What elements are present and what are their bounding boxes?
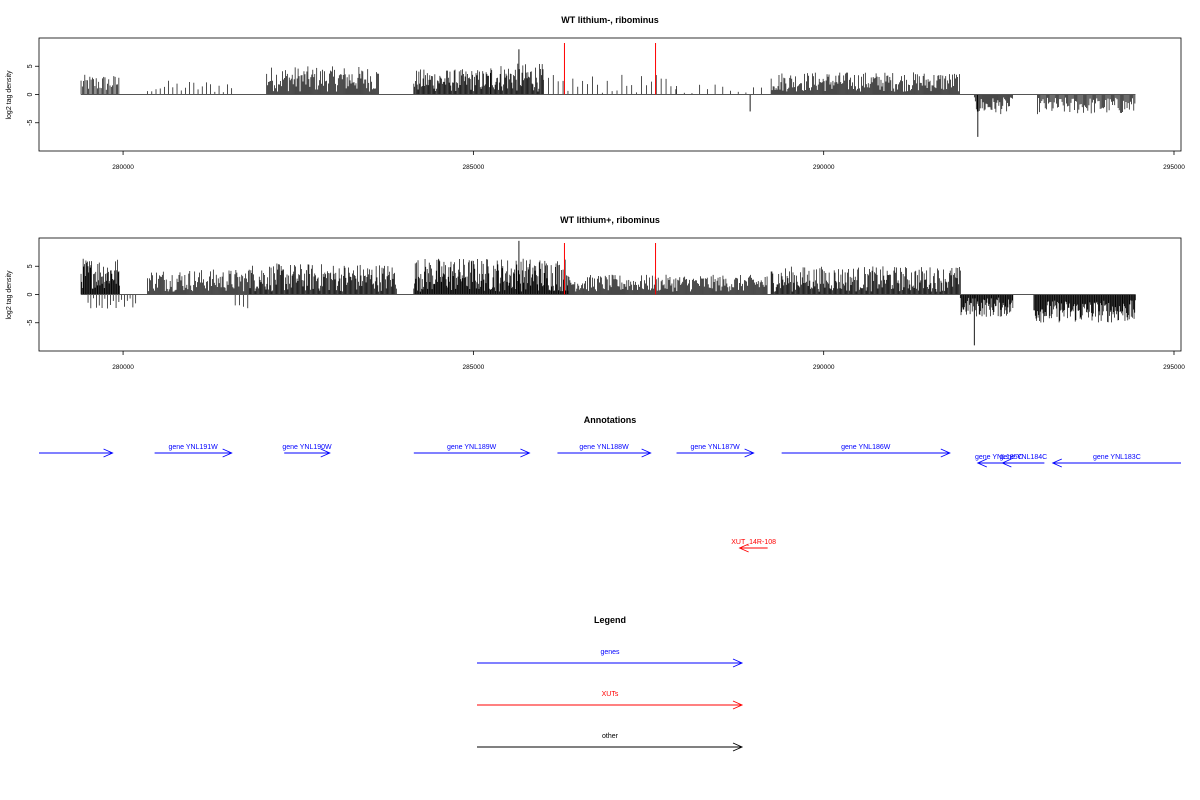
xut-label: XUT_14R-108 bbox=[731, 539, 776, 546]
track-panel-2: WT lithium+, ribominus log2 tag density … bbox=[6, 215, 1185, 371]
legend-item-label: genes bbox=[600, 649, 620, 656]
legend-item-label: XUTs bbox=[602, 691, 619, 698]
gene-feature: gene YNL188W bbox=[557, 444, 652, 458]
gene-feature: gene YNL190W bbox=[282, 444, 332, 458]
x-tick-label: 285000 bbox=[463, 364, 485, 371]
density-segment bbox=[413, 258, 569, 295]
y-tick-label: 5 bbox=[27, 64, 34, 68]
legend-title: Legend bbox=[594, 615, 626, 625]
gene-feature: gene YNL189W bbox=[413, 444, 531, 458]
x-tick-label: 280000 bbox=[112, 364, 134, 371]
density-segment bbox=[147, 269, 249, 295]
y-tick-label: 5 bbox=[27, 264, 34, 268]
track-2-ylabel: log2 tag density bbox=[6, 270, 13, 320]
track-2-bars bbox=[80, 240, 1136, 346]
gene-label: gene YNL187W bbox=[690, 444, 740, 451]
gene-label: gene YNL190W bbox=[282, 444, 332, 451]
legend-item: XUTs bbox=[477, 691, 744, 710]
x-tick-label: 280000 bbox=[112, 164, 134, 171]
density-segment bbox=[959, 294, 1014, 317]
annotations-panel: Annotations gene YNL191W gene YNL190W gene… bbox=[39, 415, 1181, 553]
density-segment bbox=[770, 266, 961, 295]
xut-feature: XUT_14R-108 bbox=[731, 539, 776, 553]
track-1-title: WT lithium-, ribominus bbox=[561, 15, 659, 25]
density-segment bbox=[80, 74, 120, 95]
density-segment bbox=[413, 69, 491, 95]
density-segment bbox=[234, 294, 249, 309]
gene-feature: gene YNL191W bbox=[154, 444, 233, 458]
legend-items: genes XUTs other bbox=[477, 649, 744, 752]
gene-feature: gene YNL187W bbox=[676, 444, 755, 458]
x-tick-label: 290000 bbox=[813, 164, 835, 171]
density-segment bbox=[973, 94, 1013, 115]
density-segment bbox=[490, 63, 544, 95]
x-tick-label: 295000 bbox=[1163, 364, 1185, 371]
density-segment bbox=[266, 66, 379, 95]
gene-feature: gene YNL184C bbox=[999, 454, 1047, 468]
density-segment bbox=[676, 84, 762, 95]
track-1-axes: 280000 285000 290000 295000 -5 0 5 bbox=[27, 64, 1185, 171]
legend-item-label: other bbox=[602, 733, 619, 740]
gene-feature bbox=[39, 448, 114, 458]
gene-label: gene YNL186W bbox=[841, 444, 891, 451]
gene-feature: gene YNL183C bbox=[1051, 454, 1181, 468]
gene-label: gene YNL191W bbox=[168, 444, 218, 451]
gene-label: gene YNL185C bbox=[975, 454, 1023, 461]
density-segment bbox=[567, 274, 768, 295]
density-segment bbox=[1033, 294, 1136, 323]
track-1-ylabel: log2 tag density bbox=[6, 70, 13, 120]
density-segment bbox=[147, 80, 233, 95]
gene-label: gene YNL189W bbox=[447, 444, 497, 451]
density-segment bbox=[248, 263, 397, 295]
track-1-bars bbox=[80, 43, 1136, 137]
track-panel-1: WT lithium-, ribominus log2 tag density … bbox=[6, 15, 1185, 171]
legend-item: genes bbox=[477, 649, 744, 668]
legend-item: other bbox=[477, 733, 744, 752]
x-tick-label: 295000 bbox=[1163, 164, 1185, 171]
annotation-features: gene YNL191W gene YNL190W gene YNL189W gene… bbox=[39, 444, 1181, 553]
gene-label: gene YNL184C bbox=[999, 454, 1047, 461]
density-segment bbox=[87, 294, 137, 309]
y-tick-label: 0 bbox=[27, 92, 34, 96]
gene-feature: gene YNL186W bbox=[781, 444, 951, 458]
x-tick-label: 285000 bbox=[463, 164, 485, 171]
gene-label: gene YNL183C bbox=[1093, 454, 1141, 461]
annotations-title: Annotations bbox=[584, 415, 637, 425]
y-tick-label: -5 bbox=[27, 320, 34, 326]
x-tick-label: 290000 bbox=[813, 364, 835, 371]
density-segment bbox=[770, 72, 960, 95]
y-tick-label: 0 bbox=[27, 292, 34, 296]
density-segment bbox=[80, 258, 120, 295]
legend-panel: Legend genes XUTs other bbox=[477, 615, 744, 752]
density-segment bbox=[1037, 94, 1136, 115]
track-2-axes: 280000 285000 290000 295000 -5 0 5 bbox=[27, 264, 1185, 371]
track-2-title: WT lithium+, ribominus bbox=[560, 215, 660, 225]
y-tick-label: -5 bbox=[27, 120, 34, 126]
gene-label: gene YNL188W bbox=[579, 444, 629, 451]
